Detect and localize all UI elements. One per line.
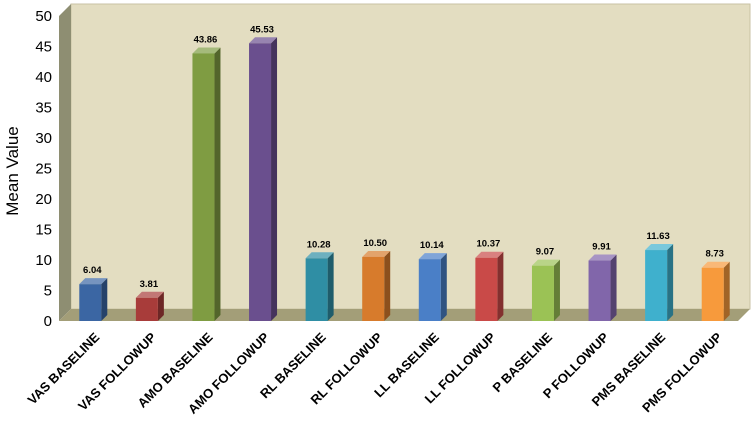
bar-front xyxy=(588,260,611,321)
bar-front xyxy=(645,250,668,321)
bar-side xyxy=(667,244,674,321)
bar-top xyxy=(135,291,164,298)
bar: 9.07 xyxy=(531,247,560,321)
bar: 10.14 xyxy=(418,240,447,321)
bar-side xyxy=(723,261,730,321)
data-label: 3.81 xyxy=(140,279,159,290)
bar-top xyxy=(192,47,221,54)
bar-side xyxy=(497,251,504,321)
y-tick-label: 10 xyxy=(35,252,52,269)
bar: 11.63 xyxy=(645,231,674,321)
bar: 9.91 xyxy=(588,242,617,321)
y-tick-label: 5 xyxy=(44,283,52,300)
bar-top xyxy=(362,250,391,257)
bar-side xyxy=(327,252,334,321)
bar-front xyxy=(362,256,385,321)
bar-front xyxy=(305,258,328,321)
bar-side xyxy=(440,253,447,321)
data-label: 10.37 xyxy=(476,239,500,250)
bar: 10.37 xyxy=(475,239,504,321)
bar-front xyxy=(79,284,102,321)
bar-top xyxy=(475,251,504,258)
bar: 8.73 xyxy=(701,249,730,321)
bar: 3.81 xyxy=(135,279,164,321)
bar-front xyxy=(475,257,498,321)
plot-walls xyxy=(59,3,751,321)
bar-top xyxy=(588,254,617,261)
bar-side xyxy=(271,37,278,321)
bar-side xyxy=(610,254,617,321)
bar-top xyxy=(418,253,447,260)
bar-side xyxy=(157,291,164,321)
y-tick-label: 20 xyxy=(35,191,52,208)
bar-front xyxy=(418,259,441,321)
bar-front xyxy=(701,267,724,321)
data-label: 10.28 xyxy=(307,239,331,250)
y-axis-title: Mean Value xyxy=(3,126,22,215)
bar-side xyxy=(101,278,108,321)
data-label: 43.86 xyxy=(194,34,218,45)
data-label: 10.50 xyxy=(363,238,387,249)
bar: 10.28 xyxy=(305,239,334,321)
bar-side xyxy=(214,47,221,321)
bar-top xyxy=(701,261,730,268)
bar-top xyxy=(249,37,278,44)
bar-top xyxy=(79,278,108,285)
data-label: 45.53 xyxy=(250,24,274,35)
bar: 6.04 xyxy=(79,265,108,321)
side-wall xyxy=(59,4,71,321)
bar-top xyxy=(305,252,334,259)
data-label: 6.04 xyxy=(83,265,102,276)
bar-side xyxy=(553,259,560,321)
data-label: 9.91 xyxy=(592,242,611,253)
bar-front xyxy=(192,53,215,321)
bars: 6.04 3.81 43.86 45.53 10.28 10.50 10.14 10.37 9.… xyxy=(79,24,730,321)
bar-front xyxy=(249,43,272,321)
y-tick-label: 0 xyxy=(44,313,52,330)
y-tick-label: 40 xyxy=(35,69,52,86)
data-label: 8.73 xyxy=(705,249,724,260)
bar-front xyxy=(531,265,554,321)
bar-front xyxy=(135,297,158,321)
y-axis: 0 5 10 15 20 25 30 35 40 45 50 xyxy=(35,8,52,330)
bar-side xyxy=(384,250,391,321)
bar-top xyxy=(531,259,560,266)
y-tick-label: 15 xyxy=(35,222,52,239)
bar: 45.53 xyxy=(249,24,278,321)
bar-top xyxy=(645,244,674,251)
y-tick-label: 50 xyxy=(35,8,52,25)
y-tick-label: 25 xyxy=(35,161,52,178)
data-label: 9.07 xyxy=(536,247,555,258)
floor xyxy=(59,309,750,321)
bar: 10.50 xyxy=(362,238,391,321)
bar: 43.86 xyxy=(192,34,221,321)
data-label: 10.14 xyxy=(420,240,444,251)
y-tick-label: 45 xyxy=(35,39,52,56)
y-tick-label: 35 xyxy=(35,100,52,117)
y-tick-label: 30 xyxy=(35,130,52,147)
data-label: 11.63 xyxy=(647,231,670,242)
